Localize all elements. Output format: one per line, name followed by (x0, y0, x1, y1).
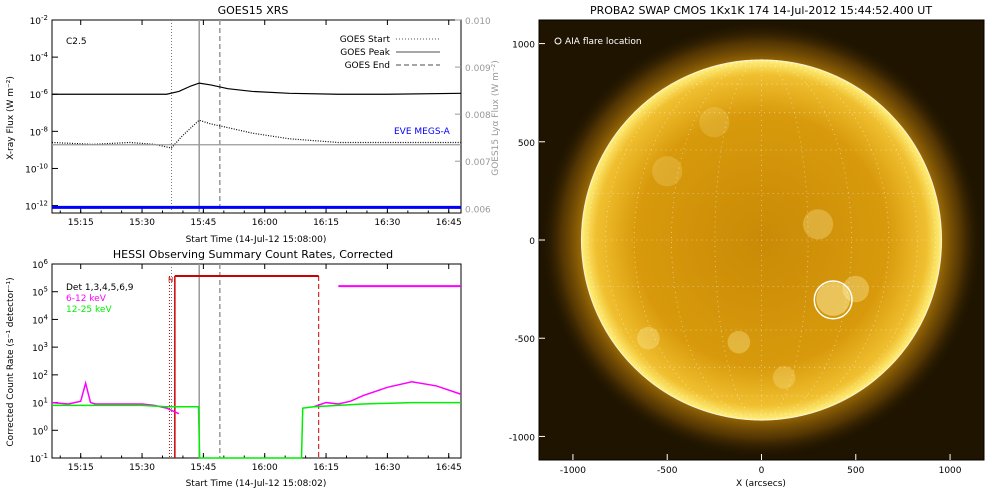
swap-legend-label: AIA flare location (565, 37, 642, 47)
goes-xlabel: Start Time (14-Jul-12 15:08:00) (186, 235, 327, 245)
goes-xtick-label: 15:45 (190, 218, 216, 228)
hessi-ytick-label: 102 (32, 369, 48, 382)
goes-xtick-label: 16:00 (252, 218, 278, 228)
hessi-night-label: N (168, 276, 173, 284)
hessi-ytick-label: 10-1 (30, 452, 48, 465)
hessi-ytick-label: 103 (32, 341, 48, 354)
goes-eve-label: EVE MEGS-A (394, 127, 451, 137)
hessi-xtick-label: 15:30 (129, 463, 155, 473)
goes-y2tick-label: 0.010 (465, 17, 491, 27)
hessi-xtick-label: 15:45 (190, 463, 216, 473)
solar-limb-circle (580, 59, 943, 421)
swap-legend-marker (554, 37, 562, 45)
goes-legend-peak: GOES Peak (340, 48, 390, 58)
goes-legend: GOES Start GOES Peak GOES End (340, 35, 440, 71)
goes-legend-end: GOES End (345, 61, 390, 71)
hessi-legend-det: Det 1,3,4,5,6,9 (66, 283, 134, 293)
swap-ytick-label: 500 (518, 139, 535, 149)
hessi-axes: 15:15 15:30 15:45 16:00 16:15 16:30 16:45 106 10… (30, 258, 462, 473)
goes-ytick-label: 10-6 (30, 88, 49, 101)
hessi-xtick-label: 16:30 (374, 463, 400, 473)
swap-axes: -1000 -500 0 500 1000 1000 500 0 -500 -1000 (509, 41, 962, 476)
hessi-ytick-label: 100 (32, 424, 48, 437)
goes-xtick-label: 15:15 (68, 218, 94, 228)
swap-title: PROBA2 SWAP CMOS 1Kx1K 174 14-Jul-2012 1… (590, 4, 932, 17)
goes-y2label: GOES15 Lyα Flux (W m⁻²) (491, 60, 501, 176)
active-region (652, 156, 683, 187)
hessi-ytick-label: 104 (32, 313, 48, 326)
swap-ytick-label: 0 (529, 237, 535, 247)
hessi-legend-low: 6-12 keV (66, 294, 107, 304)
active-region (772, 366, 796, 389)
hessi-series-6-12-kev-after- (313, 381, 462, 408)
swap-xlabel: X (arcsecs) (736, 479, 786, 489)
hessi-series-12-25-kev (52, 401, 461, 459)
flare-location-circle (813, 280, 853, 320)
hessi-series-6-12-kev (51, 380, 180, 415)
active-region (842, 275, 869, 303)
goes-xtick-label: 16:30 (374, 218, 400, 228)
hessi-xtick-label: 16:15 (313, 463, 339, 473)
goes-plot-frame (51, 19, 462, 214)
swap-xtick-label: 0 (759, 466, 765, 476)
goes-series-long (52, 82, 462, 95)
swap-xtick-label: 500 (847, 466, 864, 476)
goes-xtick-label: 15:30 (129, 218, 155, 228)
hessi-ytick-label: 106 (32, 258, 48, 271)
goes-legend-start: GOES Start (340, 35, 391, 45)
hessi-title: HESSI Observing Summary Count Rates, Cor… (113, 248, 393, 261)
hessi-xlabel: Start Time (14-Jul-12 15:08:02) (186, 479, 327, 489)
hessi-xtick-label: 16:00 (252, 463, 278, 473)
goes-ylabel: X-ray Flux (W m⁻²) (6, 76, 16, 160)
swap-legend: AIA flare location (554, 37, 642, 47)
goes-ytick-label: 10-4 (30, 51, 49, 64)
active-region (802, 209, 834, 240)
active-region (637, 326, 660, 350)
hessi-ylabel: Corrected Count Rate (s⁻¹ detector⁻¹) (6, 277, 16, 446)
hessi-plot-frame (51, 263, 462, 459)
goes-title: GOES15 XRS (218, 4, 289, 17)
sun-surface-texture (637, 107, 869, 389)
swap-ytick-label: -1000 (509, 433, 535, 443)
swap-ytick-label: -500 (515, 335, 536, 345)
goes-y2tick-label: 0.008 (465, 111, 491, 121)
goes-y2tick-label: 0.006 (465, 205, 491, 215)
goes-y2tick-label: 0.007 (465, 158, 491, 168)
swap-panel: PROBA2 SWAP CMOS 1Kx1K 174 14-Jul-2012 1… (509, 4, 985, 489)
hessi-legend-high: 12-25 keV (66, 305, 112, 315)
hessi-xtick-label: 16:45 (436, 463, 462, 473)
heliographic-grid (581, 59, 942, 421)
goes-y2tick-label: 0.009 (465, 64, 491, 74)
goes-xtick-label: 16:15 (313, 218, 339, 228)
swap-xtick-label: -1000 (560, 466, 586, 476)
active-region (699, 107, 730, 138)
goes-ytick-label: 10-8 (30, 125, 48, 138)
swap-xtick-label: 1000 (939, 466, 962, 476)
goes-axes: 15:15 15:30 15:45 16:00 16:15 16:30 16:45 10-2 1… (25, 14, 491, 228)
hessi-legend: Det 1,3,4,5,6,9 6-12 keV 12-25 keV (66, 283, 134, 315)
goes-ytick-label: 10-10 (25, 162, 48, 175)
hessi-ytick-label: 101 (32, 397, 48, 410)
swap-ytick-label: 1000 (512, 41, 535, 51)
goes-ytick-label: 10-2 (30, 14, 48, 27)
hessi-xtick-label: 15:15 (68, 463, 94, 473)
hessi-series (51, 264, 462, 459)
hessi-panel: HESSI Observing Summary Count Rates, Cor… (6, 248, 462, 489)
hessi-ytick-label: 105 (32, 286, 48, 299)
goes-ytick-label: 10-12 (25, 200, 48, 213)
swap-xtick-label: -500 (657, 466, 678, 476)
goes-series (51, 20, 462, 213)
active-region (816, 281, 851, 316)
active-region (727, 330, 751, 354)
goes-panel: GOES15 XRS 15:15 15:30 15:45 16:00 16:15 16:3… (6, 4, 501, 245)
goes-flare-class: C2.5 (66, 37, 87, 47)
goes-xtick-label: 16:45 (436, 218, 462, 228)
